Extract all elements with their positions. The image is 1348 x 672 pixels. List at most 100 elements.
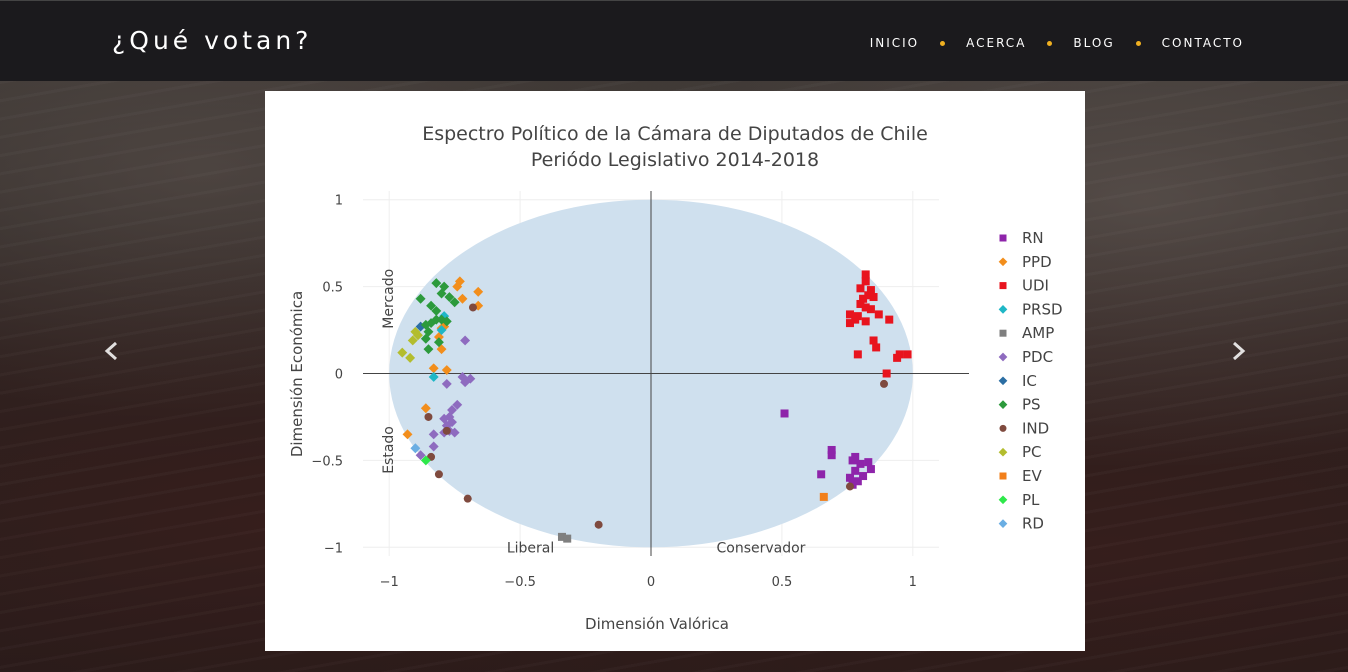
x-tick-label: −0.5 xyxy=(504,575,536,590)
site-brand[interactable]: ¿Qué votan? xyxy=(112,26,313,55)
legend-label-pdc: PDC xyxy=(1022,348,1053,366)
legend-label-rd: RD xyxy=(1022,515,1044,533)
chart-annotation: Liberal xyxy=(507,540,554,556)
data-point-udi xyxy=(864,291,873,300)
data-point-ind xyxy=(845,482,854,491)
data-point-ppd xyxy=(473,286,484,297)
x-tick-label: 0.5 xyxy=(772,575,793,590)
legend-marker-pl xyxy=(998,495,1008,505)
data-point-udi xyxy=(874,310,883,319)
plot-area: −1 −0.5 0 0.5 1 −1 −0.5 0 0.5 1 Liberal Conservador… xyxy=(311,191,969,590)
data-point-rn xyxy=(856,459,865,468)
data-point-ind xyxy=(468,303,477,312)
chart-annotation: Conservador xyxy=(716,540,805,556)
data-point-rd xyxy=(410,443,421,454)
legend-marker-ev xyxy=(999,472,1007,480)
scatter-chart: Espectro Político de la Cámara de Diputa… xyxy=(288,123,1063,633)
x-tick-label: −1 xyxy=(380,575,399,590)
legend-marker-rd xyxy=(998,519,1008,528)
data-point-rn xyxy=(827,451,836,460)
data-point-udi xyxy=(845,310,854,319)
legend-marker-ps xyxy=(998,400,1008,409)
data-point-udi xyxy=(885,315,894,324)
data-point-udi xyxy=(861,317,870,326)
legend-marker-pdc xyxy=(998,352,1008,362)
legend-marker-pc xyxy=(998,447,1008,457)
x-axis-title: Dimensión Valórica xyxy=(585,615,729,633)
data-point-ind xyxy=(463,494,472,503)
data-point-rn xyxy=(859,472,868,481)
data-point-udi xyxy=(853,350,862,359)
data-point-pl xyxy=(420,455,431,466)
main-nav: INICIO ACERCA BLOG CONTACTO xyxy=(870,36,1244,50)
data-point-rn xyxy=(780,409,789,418)
chart-annotation: Mercado xyxy=(381,269,397,329)
legend-marker-udi xyxy=(999,282,1007,290)
legend-label-ind: IND xyxy=(1022,419,1049,437)
legend-label-udi: UDI xyxy=(1022,277,1049,295)
data-point-udi xyxy=(882,369,891,378)
data-point-ppd xyxy=(457,293,468,304)
data-point-rn xyxy=(848,456,857,465)
data-point-udi xyxy=(856,299,865,308)
legend-marker-amp xyxy=(999,329,1007,337)
legend-label-amp: AMP xyxy=(1022,324,1054,342)
y-tick-label: 0.5 xyxy=(322,281,343,296)
nav-link-acerca[interactable]: ACERCA xyxy=(966,36,1027,50)
data-point-pdc xyxy=(447,417,457,428)
y-axis-title: Dimensión Económica xyxy=(288,291,306,457)
legend-label-pc: PC xyxy=(1022,443,1042,461)
data-point-ppd xyxy=(420,403,431,414)
y-tick-label: −0.5 xyxy=(311,454,343,469)
nav-separator-dot xyxy=(940,40,946,46)
data-point-prsd xyxy=(428,372,439,382)
legend-label-prsd: PRSD xyxy=(1022,300,1063,318)
x-tick-label: 0 xyxy=(647,575,655,590)
data-point-ppd xyxy=(402,429,413,440)
legend-label-pl: PL xyxy=(1022,491,1040,509)
nav-link-inicio[interactable]: INICIO xyxy=(869,36,920,50)
data-point-udi xyxy=(861,303,870,312)
data-point-ps xyxy=(449,297,460,308)
data-point-ps xyxy=(420,333,431,344)
chart-panel: Espectro Político de la Cámara de Diputa… xyxy=(265,91,1085,651)
data-point-rn xyxy=(851,466,860,475)
y-tick-label: 0 xyxy=(335,368,343,383)
data-point-udi xyxy=(861,277,870,286)
data-point-udi xyxy=(866,305,875,314)
data-point-rn xyxy=(866,465,875,474)
nav-separator-dot xyxy=(1135,40,1141,46)
chevron-left-icon[interactable] xyxy=(97,336,127,366)
data-point-udi xyxy=(856,284,865,293)
data-point-amp xyxy=(557,532,566,541)
data-point-pdc xyxy=(449,427,460,438)
data-point-udi xyxy=(851,315,860,324)
legend-label-ppd: PPD xyxy=(1022,253,1052,271)
data-point-udi xyxy=(903,350,912,359)
legend-label-ps: PS xyxy=(1022,396,1041,414)
legend-label-ev: EV xyxy=(1022,467,1042,485)
y-tick-label: −1 xyxy=(324,541,343,556)
nav-link-blog[interactable]: BLOG xyxy=(1073,36,1115,50)
data-point-ppd xyxy=(428,363,439,374)
x-tick-label: 1 xyxy=(909,575,917,590)
data-point-rn xyxy=(845,473,854,482)
legend-marker-prsd xyxy=(998,305,1008,314)
nav-link-contacto[interactable]: CONTACTO xyxy=(1161,36,1244,50)
data-point-ind xyxy=(594,520,603,529)
navbar: ¿Qué votan? INICIO ACERCA BLOG CONTACTO xyxy=(0,0,1348,81)
data-point-ind xyxy=(424,412,433,421)
data-point-udi xyxy=(872,343,881,352)
data-point-ev xyxy=(819,492,828,501)
chart-annotation: Estado xyxy=(381,426,397,474)
data-point-ind xyxy=(434,470,443,479)
data-point-udi xyxy=(869,336,878,345)
data-point-ind xyxy=(880,379,889,388)
legend-marker-ic xyxy=(998,376,1008,386)
chevron-right-icon[interactable] xyxy=(1223,336,1253,366)
data-point-rn xyxy=(853,477,862,486)
data-point-amp xyxy=(563,534,572,543)
legend-label-ic: IC xyxy=(1022,372,1037,390)
data-point-udi xyxy=(859,294,868,303)
data-point-udi xyxy=(845,319,854,328)
